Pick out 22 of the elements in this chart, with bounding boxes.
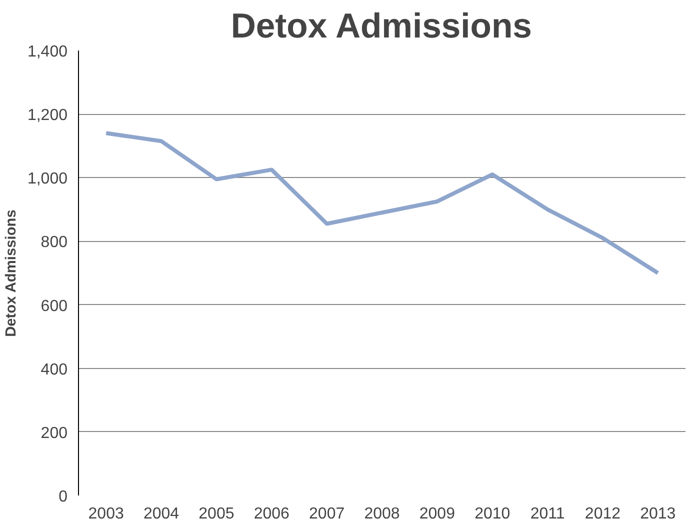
line-series: [104, 131, 660, 275]
y-tick-label: 800: [40, 234, 68, 252]
y-axis-title: Detox Admissions: [3, 210, 20, 337]
x-tick-label: 2006: [254, 506, 290, 522]
x-tick-label: 2010: [474, 506, 510, 522]
x-tick-label: 2003: [88, 506, 124, 522]
x-tick-label: 2009: [419, 506, 456, 522]
x-tick-label: 2008: [364, 506, 400, 522]
y-tick-label: 1,200: [27, 107, 68, 124]
y-tick-label: 1,400: [27, 44, 68, 60]
y-tick-label: 200: [40, 424, 68, 442]
y-tick-label: 600: [40, 298, 68, 315]
x-tick-label: 2007: [309, 506, 345, 522]
x-tick-label: 2011: [530, 506, 565, 522]
y-tick-label: 1,000: [27, 170, 68, 188]
chart-title: Detox Admissions: [230, 8, 532, 46]
x-tick-label: 2012: [584, 506, 621, 522]
x-tick-label: 2013: [640, 506, 676, 522]
x-tick-label: 2004: [143, 506, 180, 522]
y-tick-label: 400: [40, 361, 68, 378]
y-tick-label: 0: [58, 488, 68, 506]
x-tick-label: 2005: [198, 506, 234, 522]
